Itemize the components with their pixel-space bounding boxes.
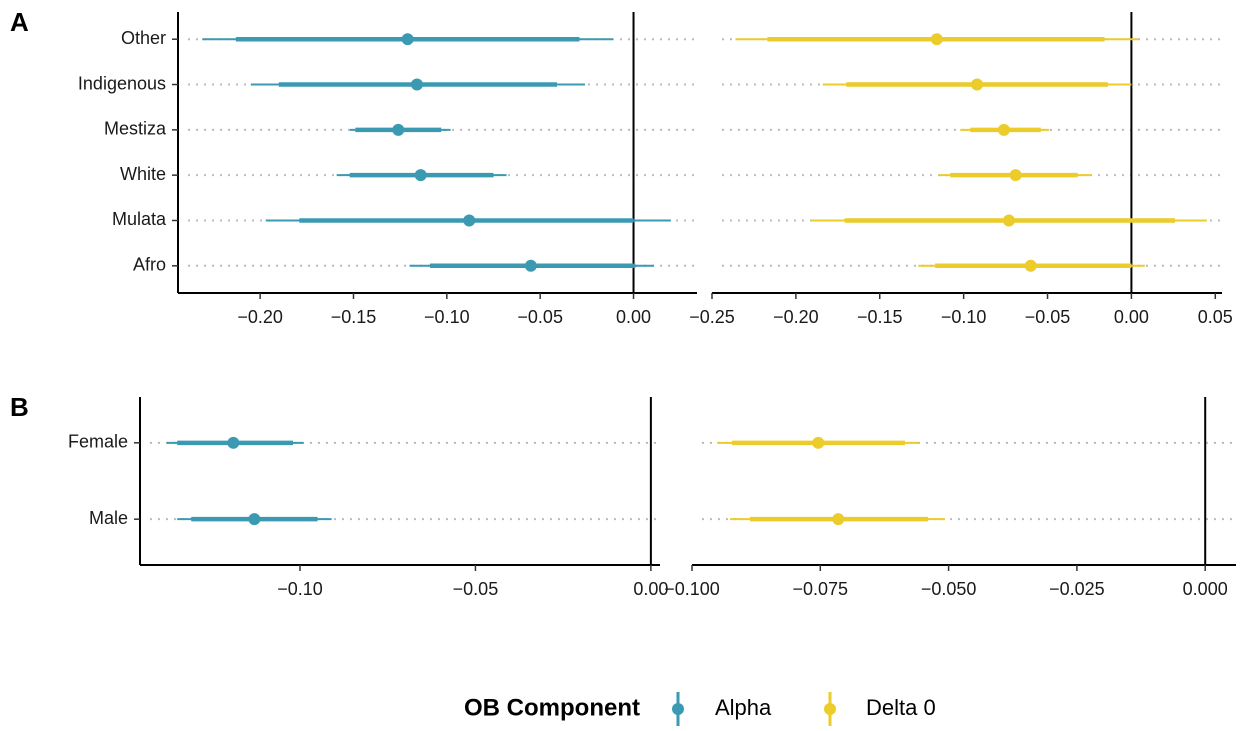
- point: [997, 123, 1010, 136]
- point: [414, 169, 427, 182]
- legend-title: OB Component: [464, 694, 640, 721]
- legend-key: [824, 703, 836, 715]
- point: [1009, 169, 1022, 182]
- point: [248, 513, 261, 526]
- x-tick-label: −0.25: [689, 307, 735, 327]
- point: [1024, 259, 1037, 272]
- x-tick-label: −0.20: [237, 307, 283, 327]
- panel-label: A: [10, 7, 29, 37]
- x-tick-label: 0.000: [1183, 579, 1228, 599]
- point: [930, 33, 943, 46]
- y-tick-label: Male: [89, 508, 128, 528]
- x-tick-label: −0.025: [1049, 579, 1105, 599]
- point: [227, 436, 240, 449]
- x-tick-label: 0.00: [633, 579, 668, 599]
- point: [971, 78, 984, 91]
- x-tick-label: −0.15: [331, 307, 377, 327]
- x-tick-label: −0.075: [793, 579, 849, 599]
- point: [410, 78, 423, 91]
- x-tick-label: 0.00: [616, 307, 651, 327]
- legend-label: Alpha: [715, 695, 772, 720]
- legend-key: [672, 703, 684, 715]
- y-tick-label: Mestiza: [104, 119, 167, 139]
- y-tick-label: White: [120, 164, 166, 184]
- x-tick-label: 0.00: [1114, 307, 1149, 327]
- x-tick-label: −0.10: [941, 307, 987, 327]
- point: [401, 33, 414, 46]
- x-tick-label: −0.05: [517, 307, 563, 327]
- point: [832, 513, 845, 526]
- x-tick-label: −0.10: [277, 579, 323, 599]
- point: [463, 214, 476, 227]
- panel-label: B: [10, 392, 29, 422]
- y-tick-label: Afro: [133, 255, 166, 275]
- x-tick-label: 0.05: [1198, 307, 1233, 327]
- point: [392, 123, 405, 136]
- y-tick-label: Female: [68, 432, 128, 452]
- x-tick-label: −0.20: [773, 307, 819, 327]
- point: [1002, 214, 1015, 227]
- y-tick-label: Indigenous: [78, 73, 166, 93]
- x-tick-label: −0.10: [424, 307, 470, 327]
- x-tick-label: −0.15: [857, 307, 903, 327]
- legend-label: Delta 0: [866, 695, 936, 720]
- y-tick-label: Other: [121, 28, 166, 48]
- x-tick-label: −0.050: [921, 579, 977, 599]
- point: [524, 259, 537, 272]
- x-tick-label: −0.05: [1025, 307, 1071, 327]
- x-tick-label: −0.100: [664, 579, 720, 599]
- point: [812, 436, 825, 449]
- y-tick-label: Mulata: [112, 209, 167, 229]
- x-tick-label: −0.05: [453, 579, 499, 599]
